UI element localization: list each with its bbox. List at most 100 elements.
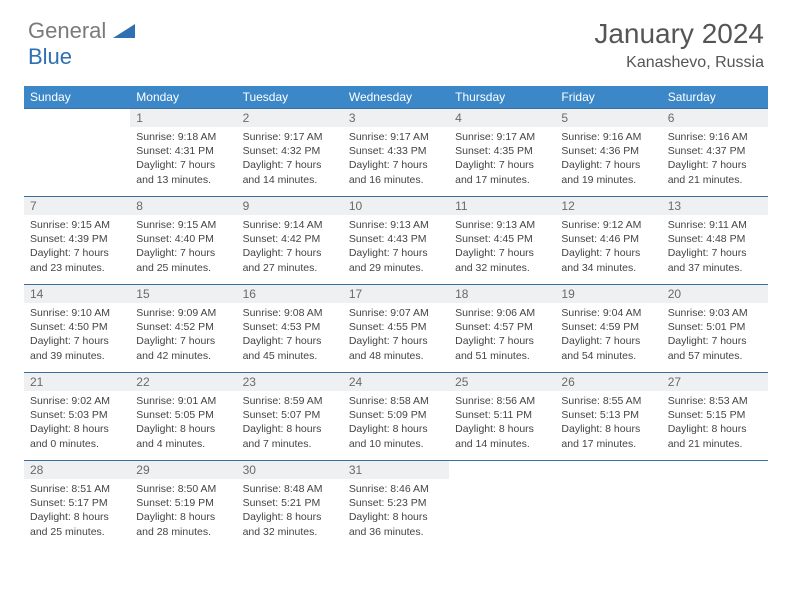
calendar-day-cell bbox=[662, 460, 768, 548]
day-details: Sunrise: 8:59 AMSunset: 5:07 PMDaylight:… bbox=[237, 391, 343, 457]
sunrise-line: Sunrise: 9:04 AM bbox=[561, 307, 641, 319]
sunset-line: Sunset: 5:13 PM bbox=[561, 409, 639, 421]
calendar-week-row: 21Sunrise: 9:02 AMSunset: 5:03 PMDayligh… bbox=[24, 372, 768, 460]
calendar-day-cell: 31Sunrise: 8:46 AMSunset: 5:23 PMDayligh… bbox=[343, 460, 449, 548]
calendar-day-cell: 29Sunrise: 8:50 AMSunset: 5:19 PMDayligh… bbox=[130, 460, 236, 548]
day-details: Sunrise: 9:17 AMSunset: 4:33 PMDaylight:… bbox=[343, 127, 449, 193]
sunset-line: Sunset: 4:55 PM bbox=[349, 321, 427, 333]
day-details: Sunrise: 9:03 AMSunset: 5:01 PMDaylight:… bbox=[662, 303, 768, 369]
sunrise-line: Sunrise: 8:55 AM bbox=[561, 395, 641, 407]
calendar-day-cell: 6Sunrise: 9:16 AMSunset: 4:37 PMDaylight… bbox=[662, 108, 768, 196]
calendar-day-cell: 15Sunrise: 9:09 AMSunset: 4:52 PMDayligh… bbox=[130, 284, 236, 372]
day-number: 4 bbox=[449, 108, 555, 127]
daylight-line: Daylight: 7 hours and 25 minutes. bbox=[136, 247, 215, 273]
daylight-line: Daylight: 7 hours and 39 minutes. bbox=[30, 335, 109, 361]
sunset-line: Sunset: 4:31 PM bbox=[136, 145, 214, 157]
sunset-line: Sunset: 5:15 PM bbox=[668, 409, 746, 421]
location-label: Kanashevo, Russia bbox=[594, 54, 764, 72]
sunset-line: Sunset: 4:36 PM bbox=[561, 145, 639, 157]
daylight-line: Daylight: 7 hours and 48 minutes. bbox=[349, 335, 428, 361]
sunset-line: Sunset: 4:45 PM bbox=[455, 233, 533, 245]
sunrise-line: Sunrise: 8:53 AM bbox=[668, 395, 748, 407]
day-details: Sunrise: 8:53 AM Sunset: 5:15 PM Daylight:… bbox=[662, 391, 768, 457]
sunrise-line: Sunrise: 9:12 AM bbox=[561, 219, 641, 231]
sunrise-line: Sunrise: 9:01 AM bbox=[136, 395, 216, 407]
day-details: Sunrise: 9:18 AMSunset: 4:31 PMDaylight:… bbox=[130, 127, 236, 193]
day-number: 31 bbox=[343, 460, 449, 479]
daylight-line: Daylight: 7 hours and 21 minutes. bbox=[668, 159, 747, 185]
day-details: Sunrise: 9:07 AM Sunset: 4:55 PM Daylight:… bbox=[343, 303, 449, 369]
calendar-day-cell: 13Sunrise: 9:11 AMSunset: 4:48 PMDayligh… bbox=[662, 196, 768, 284]
day-header: Saturday bbox=[662, 86, 768, 108]
day-details: Sunrise: 9:13 AMSunset: 4:43 PMDaylight:… bbox=[343, 215, 449, 281]
day-details: Sunrise: 8:51 AMSunset: 5:17 PMDaylight:… bbox=[24, 479, 130, 545]
day-number: 17 bbox=[343, 284, 449, 303]
day-number: 18 bbox=[449, 284, 555, 303]
sunset-line: Sunset: 4:53 PM bbox=[243, 321, 321, 333]
calendar-head: SundayMondayTuesdayWednesdayThursdayFrid… bbox=[24, 86, 768, 108]
calendar-day-cell: 5Sunrise: 9:16 AMSunset: 4:36 PMDaylight… bbox=[555, 108, 661, 196]
sunrise-line: Sunrise: 9:02 AM bbox=[30, 395, 110, 407]
calendar-day-cell: 21Sunrise: 9:02 AMSunset: 5:03 PMDayligh… bbox=[24, 372, 130, 460]
calendar-day-cell: 1Sunrise: 9:18 AMSunset: 4:31 PMDaylight… bbox=[130, 108, 236, 196]
day-header: Monday bbox=[130, 86, 236, 108]
sunset-line: Sunset: 4:33 PM bbox=[349, 145, 427, 157]
sunset-line: Sunset: 4:46 PM bbox=[561, 233, 639, 245]
sunset-line: Sunset: 4:48 PM bbox=[668, 233, 746, 245]
day-number: 23 bbox=[237, 372, 343, 391]
sunset-line: Sunset: 4:42 PM bbox=[243, 233, 321, 245]
day-details: Sunrise: 9:06 AMSunset: 4:57 PMDaylight:… bbox=[449, 303, 555, 369]
day-details: Sunrise: 9:17 AMSunset: 4:35 PMDaylight:… bbox=[449, 127, 555, 193]
day-number: 24 bbox=[343, 372, 449, 391]
day-number: 30 bbox=[237, 460, 343, 479]
calendar-day-cell: 23Sunrise: 8:59 AMSunset: 5:07 PMDayligh… bbox=[237, 372, 343, 460]
day-number-empty bbox=[24, 108, 130, 126]
daylight-line: Daylight: 8 hours and 25 minutes. bbox=[30, 511, 109, 537]
sunrise-line: Sunrise: 9:03 AM bbox=[668, 307, 748, 319]
sunrise-line: Sunrise: 9:14 AM bbox=[243, 219, 323, 231]
day-number-empty bbox=[662, 460, 768, 478]
calendar-day-cell: 17 Sunrise: 9:07 AM Sunset: 4:55 PM Dayligh… bbox=[343, 284, 449, 372]
daylight-line: Daylight: 7 hours and 32 minutes. bbox=[455, 247, 534, 273]
sunset-line: Sunset: 5:01 PM bbox=[668, 321, 746, 333]
calendar-day-cell: 8Sunrise: 9:15 AMSunset: 4:40 PMDaylight… bbox=[130, 196, 236, 284]
day-details: Sunrise: 8:58 AMSunset: 5:09 PMDaylight:… bbox=[343, 391, 449, 457]
day-details: Sunrise: 9:16 AM Sunset: 4:36 PM Daylight:… bbox=[555, 127, 661, 193]
calendar-week-row: 28Sunrise: 8:51 AMSunset: 5:17 PMDayligh… bbox=[24, 460, 768, 548]
day-details: Sunrise: 9:04 AM Sunset: 4:59 PM Daylight:… bbox=[555, 303, 661, 369]
sunset-line: Sunset: 4:59 PM bbox=[561, 321, 639, 333]
calendar-day-cell bbox=[24, 108, 130, 196]
sunrise-line: Sunrise: 9:18 AM bbox=[136, 131, 216, 143]
daylight-line: Daylight: 8 hours and 7 minutes. bbox=[243, 423, 322, 449]
sunrise-line: Sunrise: 9:06 AM bbox=[455, 307, 535, 319]
sunrise-line: Sunrise: 9:16 AM bbox=[561, 131, 641, 143]
daylight-line: Daylight: 7 hours and 14 minutes. bbox=[243, 159, 322, 185]
day-number: 11 bbox=[449, 196, 555, 215]
sunset-line: Sunset: 4:39 PM bbox=[30, 233, 108, 245]
day-number: 16 bbox=[237, 284, 343, 303]
daylight-line: Daylight: 7 hours and 19 minutes. bbox=[561, 159, 640, 185]
sunset-line: Sunset: 5:05 PM bbox=[136, 409, 214, 421]
sunrise-line: Sunrise: 9:17 AM bbox=[455, 131, 535, 143]
day-number: 2 bbox=[237, 108, 343, 127]
sunrise-line: Sunrise: 8:48 AM bbox=[243, 483, 323, 495]
daylight-line: Daylight: 7 hours and 54 minutes. bbox=[561, 335, 640, 361]
day-header: Wednesday bbox=[343, 86, 449, 108]
logo-triangle-icon bbox=[113, 22, 135, 43]
day-number: 21 bbox=[24, 372, 130, 391]
day-header: Sunday bbox=[24, 86, 130, 108]
sunrise-line: Sunrise: 9:07 AM bbox=[349, 307, 429, 319]
sunset-line: Sunset: 5:09 PM bbox=[349, 409, 427, 421]
logo: General Blue bbox=[28, 18, 135, 70]
day-number: 28 bbox=[24, 460, 130, 479]
calendar-week-row: 14Sunrise: 9:10 AMSunset: 4:50 PMDayligh… bbox=[24, 284, 768, 372]
day-number-empty bbox=[449, 460, 555, 478]
sunset-line: Sunset: 4:37 PM bbox=[668, 145, 746, 157]
daylight-line: Daylight: 7 hours and 16 minutes. bbox=[349, 159, 428, 185]
title-block: January 2024 Kanashevo, Russia bbox=[594, 18, 764, 72]
calendar-day-cell bbox=[555, 460, 661, 548]
daylight-line: Daylight: 8 hours and 17 minutes. bbox=[561, 423, 640, 449]
calendar-week-row: 7Sunrise: 9:15 AMSunset: 4:39 PMDaylight… bbox=[24, 196, 768, 284]
day-details: Sunrise: 9:15 AMSunset: 4:40 PMDaylight:… bbox=[130, 215, 236, 281]
daylight-line: Daylight: 8 hours and 21 minutes. bbox=[668, 423, 747, 449]
